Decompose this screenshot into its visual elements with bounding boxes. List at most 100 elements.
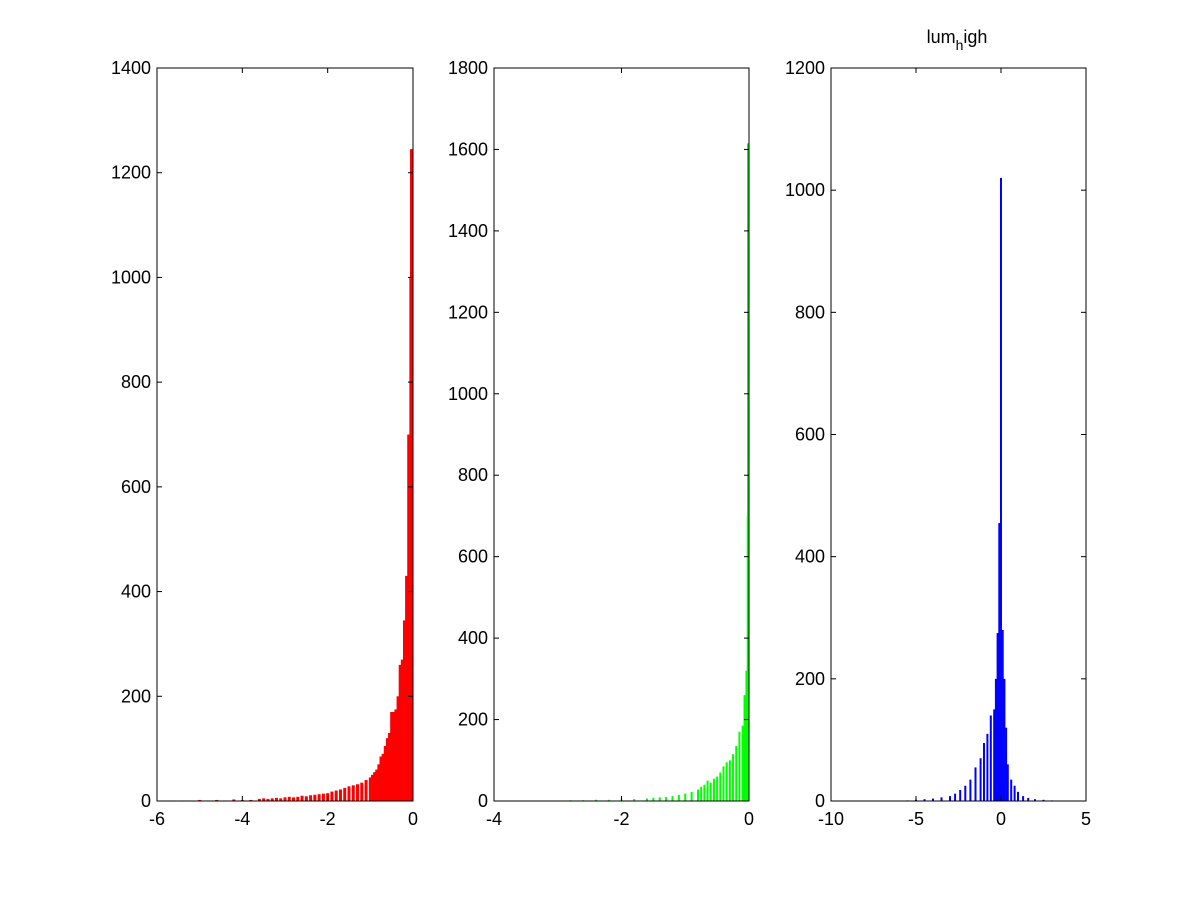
y-tick-label: 400 — [795, 547, 825, 567]
histogram-bar-red — [343, 787, 347, 801]
y-tick-label: 1000 — [448, 384, 488, 404]
histogram-bar-green — [725, 762, 728, 801]
histogram-bar-green — [738, 731, 741, 801]
histogram-bar-red — [279, 798, 283, 801]
histogram-bar-green — [722, 766, 725, 801]
histogram-bar-red — [274, 797, 278, 801]
histogram-bar-blue — [986, 733, 989, 801]
y-tick-label: 0 — [815, 791, 825, 811]
histogram-bar-red — [396, 696, 400, 801]
histogram-bar-blue — [1034, 799, 1036, 801]
y-tick-label: 1200 — [785, 58, 825, 78]
chart-title-panel-3: lumhigh — [927, 27, 988, 53]
y-tick-label: 1200 — [111, 163, 151, 183]
x-tick-label: 5 — [1081, 809, 1091, 829]
y-tick-label: 400 — [121, 582, 151, 602]
histogram-bar-blue — [923, 799, 926, 801]
histogram-bar-green — [658, 797, 661, 801]
histogram-bar-red — [292, 797, 296, 801]
histogram-bar-green — [690, 792, 693, 801]
y-tick-label: 600 — [458, 547, 488, 567]
y-tick-label: 0 — [478, 791, 488, 811]
histogram-bar-red — [262, 798, 266, 801]
histogram-bar-green — [741, 725, 744, 801]
histogram-bar-blue — [1006, 764, 1009, 801]
y-tick-label: 1000 — [785, 180, 825, 200]
histogram-bar-red — [330, 791, 334, 801]
histogram-bar-green — [712, 778, 715, 801]
histogram-bar-red — [232, 799, 236, 801]
histogram-bar-blue — [1000, 177, 1002, 801]
x-tick-label: -4 — [234, 809, 250, 829]
histogram-bar-blue — [940, 797, 943, 801]
histogram-bar-blue — [989, 715, 992, 801]
histogram-bar-green — [595, 799, 597, 801]
y-tick-label: 1400 — [111, 58, 151, 78]
histogram-bar-blue — [1022, 796, 1025, 801]
histogram-bar-green — [665, 796, 668, 801]
histogram-bar-red — [304, 796, 308, 801]
histogram-bar-blue — [954, 793, 957, 801]
histogram-bar-green — [728, 760, 731, 801]
histogram-panel-green: 0 200 400 600 800 1000 1200 1400 1600 1800 -4 -2 0 — [448, 58, 754, 829]
y-tick-label: 1400 — [448, 221, 488, 241]
histogram-bar-green — [684, 793, 687, 801]
y-tick-label: 400 — [458, 628, 488, 648]
histogram-bar-blue — [959, 790, 962, 801]
histogram-bar-red — [313, 794, 317, 801]
histogram-bar-red — [407, 434, 411, 801]
histogram-bar-red — [249, 799, 253, 801]
histogram-bar-red — [398, 664, 402, 801]
histogram-bar-red — [287, 796, 291, 801]
y-tick-label: 600 — [795, 425, 825, 445]
histogram-bar-red — [377, 764, 381, 801]
histogram-bar-blue — [994, 678, 997, 801]
histogram-bar-green — [700, 786, 703, 801]
y-tick-label: 200 — [795, 669, 825, 689]
histogram-bar-green — [677, 794, 680, 801]
histogram-bar-red — [321, 793, 325, 801]
histogram-bar-red — [400, 659, 404, 801]
histogram-bar-red — [364, 780, 368, 801]
x-tick-label: -6 — [149, 809, 165, 829]
title-rest: igh — [963, 27, 987, 47]
histogram-bar-blue — [983, 742, 985, 801]
histogram-bar-blue — [1010, 779, 1013, 801]
y-tick-label: 0 — [141, 791, 151, 811]
histogram-bar-green — [633, 798, 636, 801]
histogram-bar-red — [388, 732, 392, 801]
y-tick-label: 200 — [121, 686, 151, 706]
histogram-bar-blue — [949, 796, 951, 801]
histogram-bar-red — [296, 796, 300, 801]
histogram-bar-blue — [993, 709, 996, 802]
histogram-bar-red — [379, 756, 383, 801]
histogram-bar-red — [360, 782, 364, 801]
y-tick-label: 1800 — [448, 58, 488, 78]
title-subscript: h — [956, 37, 964, 53]
y-tick-label: 1200 — [448, 302, 488, 322]
histogram-panel-red: 0 200 400 600 800 1000 1200 1400 -6 -4 -2 0 — [111, 58, 418, 829]
histogram-bar-green — [703, 784, 706, 801]
histogram-bar-red — [392, 711, 396, 801]
axes-frame — [830, 67, 1087, 802]
histogram-bar-blue — [964, 785, 967, 801]
title-base: lum — [927, 27, 956, 47]
histogram-bar-red — [356, 784, 360, 801]
y-tick-label: 1600 — [448, 139, 488, 159]
histogram-bar-green — [745, 670, 748, 801]
axes-frame — [493, 67, 750, 802]
y-tick-label: 800 — [795, 302, 825, 322]
x-tick-label: -2 — [613, 809, 629, 829]
histogram-bar-blue — [1013, 785, 1016, 801]
x-tick-label: -10 — [818, 809, 844, 829]
y-tick-label: 1000 — [111, 267, 151, 287]
x-tick-label: -5 — [908, 809, 924, 829]
histogram-panel-blue: 0 200 400 600 800 1000 1200 -10 -5 0 5 — [785, 58, 1091, 829]
histogram-bar-red — [317, 794, 321, 801]
histogram-bar-red — [405, 575, 409, 801]
histogram-bar-red — [383, 746, 387, 801]
histogram-bar-red — [309, 795, 313, 801]
histogram-bar-red — [402, 620, 406, 801]
histogram-bar-blue — [969, 779, 972, 801]
